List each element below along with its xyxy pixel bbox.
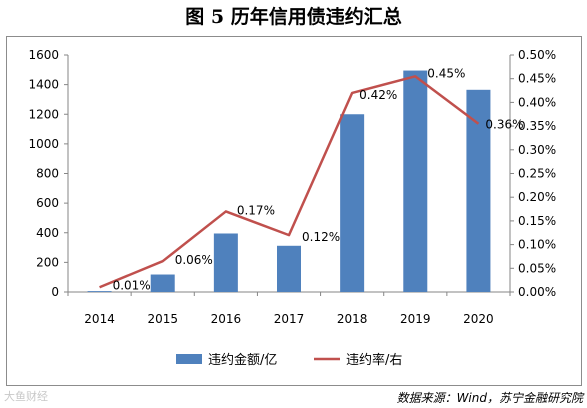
rate-label-2020: 0.36% [485,118,523,132]
x-tick-label: 2018 [337,312,368,326]
line-layer [99,75,480,289]
bars-layer [87,70,491,292]
rate-label-2017: 0.12% [302,230,340,244]
x-tick-label: 2019 [400,312,431,326]
rate-label-2015: 0.06% [175,253,213,267]
source-note: 数据来源：Wind，苏宁金融研究院 [396,391,583,405]
rate-label-2018: 0.42% [359,88,397,102]
y-left-tick-label: 1000 [28,137,59,151]
y-right-tick-label: 0.00% [518,285,556,299]
bar-2016 [213,233,238,292]
legend-label-bar: 违约金额/亿 [208,352,277,368]
rate-label-2014: 0.01% [113,278,151,292]
axes-layer: 020040060080010001200140016000.00%0.05%0… [28,48,556,326]
y-right-tick-label: 0.25% [518,167,556,181]
rate-label-2016: 0.17% [237,203,275,217]
y-right-tick-label: 0.40% [518,95,556,109]
y-left-tick-label: 600 [36,196,59,210]
bar-2018 [340,114,365,292]
y-right-tick-label: 0.15% [518,214,556,228]
y-right-tick-label: 0.30% [518,143,556,157]
rate-label-2019: 0.45% [427,66,465,80]
y-left-tick-label: 1600 [28,48,59,62]
x-tick-label: 2017 [274,312,305,326]
y-right-tick-label: 0.10% [518,238,556,252]
watermark-text: 大鱼财经 [4,390,48,403]
y-left-tick-label: 400 [36,226,59,240]
bar-2014 [87,291,112,292]
x-tick-label: 2016 [211,312,242,326]
y-left-tick-label: 800 [36,167,59,181]
y-left-tick-label: 1400 [28,78,59,92]
legend-swatch-bar [176,354,202,364]
y-left-tick-label: 1200 [28,107,59,121]
chart-frame [6,36,582,386]
x-tick-label: 2014 [84,312,115,326]
y-right-tick-label: 0.50% [518,48,556,62]
x-tick-label: 2015 [147,312,178,326]
y-left-tick-label: 0 [51,285,59,299]
y-right-tick-label: 0.05% [518,261,556,275]
data-labels-layer: 0.01% 0.06% 0.17% 0.12% 0.42% 0.45% 0.36% [113,66,524,292]
chart-title: 图 5 历年信用债违约汇总 [185,6,402,28]
bar-2017 [277,245,301,292]
x-tick-label: 2020 [463,312,494,326]
y-right-tick-label: 0.20% [518,190,556,204]
legend: 违约金额/亿 违约率/右 [176,352,402,368]
y-right-tick-label: 0.45% [518,72,556,86]
y-left-tick-label: 200 [36,255,59,269]
bar-2015 [150,274,175,292]
bar-2019 [403,70,428,292]
legend-label-line: 违约率/右 [346,352,402,368]
y-right-tick-label: 0.35% [518,119,556,133]
